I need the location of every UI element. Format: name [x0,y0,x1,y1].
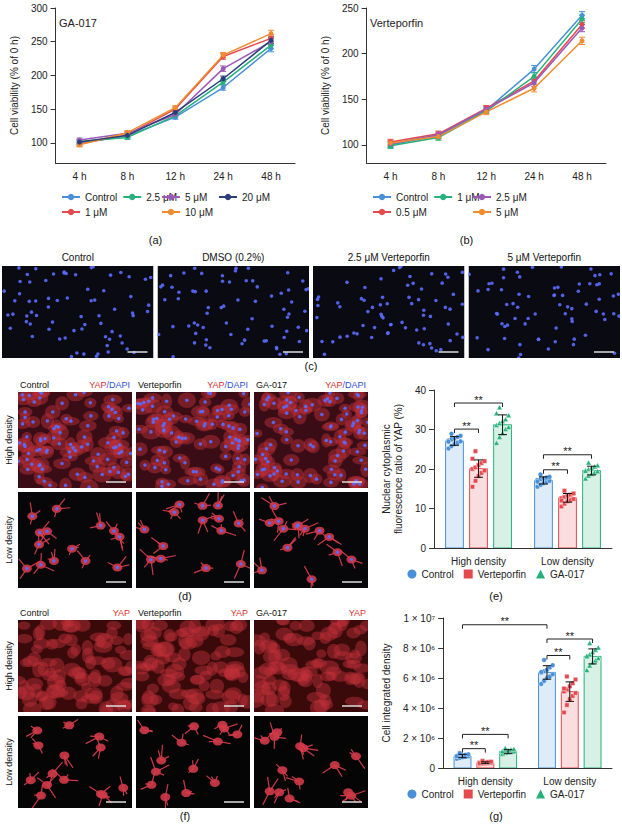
svg-text:10 μM: 10 μM [185,207,213,218]
svg-text:Control: Control [396,192,428,203]
svg-text:8 h: 8 h [431,171,445,182]
svg-text:2.5 μM Verteporfin: 2.5 μM Verteporfin [348,252,430,263]
svg-text:GA-017: GA-017 [256,380,287,390]
svg-text:1 μM: 1 μM [457,191,480,203]
svg-text:YAP: YAP [349,608,366,618]
svg-text:200: 200 [342,48,359,59]
html-text:(c): (c) [304,360,318,372]
svg-text:2.5 μM: 2.5 μM [146,192,177,203]
svg-text:0.5 μM: 0.5 μM [396,207,427,218]
svg-text:YAP: YAP [113,608,130,618]
svg-text:300: 300 [31,3,48,14]
svg-text:GA-017: GA-017 [59,17,97,29]
html-text:(d): (d) [178,590,192,602]
svg-text:Cell integrated density: Cell integrated density [381,644,392,743]
svg-text:YAP/DAPI: YAP/DAPI [89,380,130,390]
svg-text:Control: Control [85,192,117,203]
svg-text:Verteporfin: Verteporfin [478,789,526,800]
html-text:(e): (e) [489,590,503,602]
svg-text:Control: Control [421,569,453,580]
svg-text:48 h: 48 h [572,171,591,182]
svg-text:30: 30 [415,424,427,435]
svg-text:2.5 μM: 2.5 μM [496,192,527,203]
svg-text:Verteporfin: Verteporfin [138,608,182,618]
svg-text:YAP/DAPI: YAP/DAPI [325,380,366,390]
svg-text:20: 20 [415,464,427,475]
svg-text:Cell viability (% of 0 h): Cell viability (% of 0 h) [9,36,20,135]
svg-text:4 h: 4 h [384,171,398,182]
svg-text:Verteporfin: Verteporfin [370,17,423,29]
svg-text:High density: High density [451,556,506,567]
svg-text:12 h: 12 h [166,171,185,182]
svg-text:Nuclear cytoplasmic: Nuclear cytoplasmic [381,424,392,513]
svg-text:GA-017: GA-017 [550,569,585,580]
svg-text:250: 250 [31,36,48,47]
svg-text:100: 100 [31,137,48,148]
svg-text:Low density: Low density [543,776,596,787]
svg-text:**: ** [565,630,574,642]
svg-text:5 μM: 5 μM [496,207,518,218]
svg-text:1 μM: 1 μM [85,207,107,218]
svg-text:100: 100 [342,139,359,150]
svg-text:1 × 10⁷: 1 × 10⁷ [403,613,435,624]
svg-text:Cell viability (% of 0 h): Cell viability (% of 0 h) [320,36,331,135]
svg-text:**: ** [551,460,560,472]
svg-text:fluorescence ratio of YAP (%): fluorescence ratio of YAP (%) [393,404,404,534]
svg-text:200: 200 [31,70,48,81]
svg-text:6 × 10⁶: 6 × 10⁶ [403,673,435,684]
svg-text:Verteporfin: Verteporfin [138,380,182,390]
svg-text:12 h: 12 h [477,171,496,182]
svg-text:GA-017: GA-017 [550,789,585,800]
svg-text:GA-017: GA-017 [256,608,287,618]
svg-text:Control: Control [62,252,94,263]
svg-text:Low density: Low density [541,556,594,567]
svg-text:**: ** [481,725,490,737]
svg-text:Control: Control [20,608,49,618]
html-text:(g): (g) [489,810,503,822]
html-text:(a): (a) [148,234,163,246]
svg-text:24 h: 24 h [524,171,543,182]
svg-text:8 × 10⁶: 8 × 10⁶ [403,643,435,654]
svg-text:0: 0 [430,763,436,774]
svg-text:Control: Control [421,789,453,800]
svg-text:4 × 10⁶: 4 × 10⁶ [403,703,435,714]
svg-text:Low density: Low density [4,738,14,786]
svg-text:**: ** [474,394,483,406]
svg-text:0: 0 [420,543,426,554]
svg-text:**: ** [554,646,563,658]
svg-text:**: ** [462,420,471,432]
svg-text:150: 150 [342,94,359,105]
svg-text:5 μM: 5 μM [185,192,207,203]
svg-text:**: ** [470,739,479,751]
svg-text:**: ** [500,615,509,627]
svg-text:Control: Control [20,380,49,390]
svg-text:250: 250 [342,3,359,14]
svg-text:YAP: YAP [231,608,248,618]
svg-text:24 h: 24 h [213,171,232,182]
svg-text:**: ** [563,445,572,457]
svg-text:Low density: Low density [4,516,14,564]
svg-text:YAP/DAPI: YAP/DAPI [207,380,248,390]
svg-text:2 × 10⁶: 2 × 10⁶ [403,733,435,744]
svg-text:8 h: 8 h [120,171,134,182]
svg-text:4 h: 4 h [73,171,87,182]
svg-text:DMSO (0.2%): DMSO (0.2%) [202,252,264,263]
svg-text:40: 40 [415,385,427,396]
svg-text:5 μM Verteporfin: 5 μM Verteporfin [507,252,581,263]
svg-text:High density: High density [4,415,14,465]
svg-text:48 h: 48 h [261,171,280,182]
svg-text:High density: High density [4,641,14,691]
html-text:(b): (b) [459,234,474,246]
svg-text:Verteporfin: Verteporfin [478,569,526,580]
svg-text:150: 150 [31,104,48,115]
svg-text:10: 10 [415,503,427,514]
html-text:(f): (f) [179,810,191,822]
svg-text:20 μM: 20 μM [242,192,270,203]
svg-text:High density: High density [458,776,513,787]
